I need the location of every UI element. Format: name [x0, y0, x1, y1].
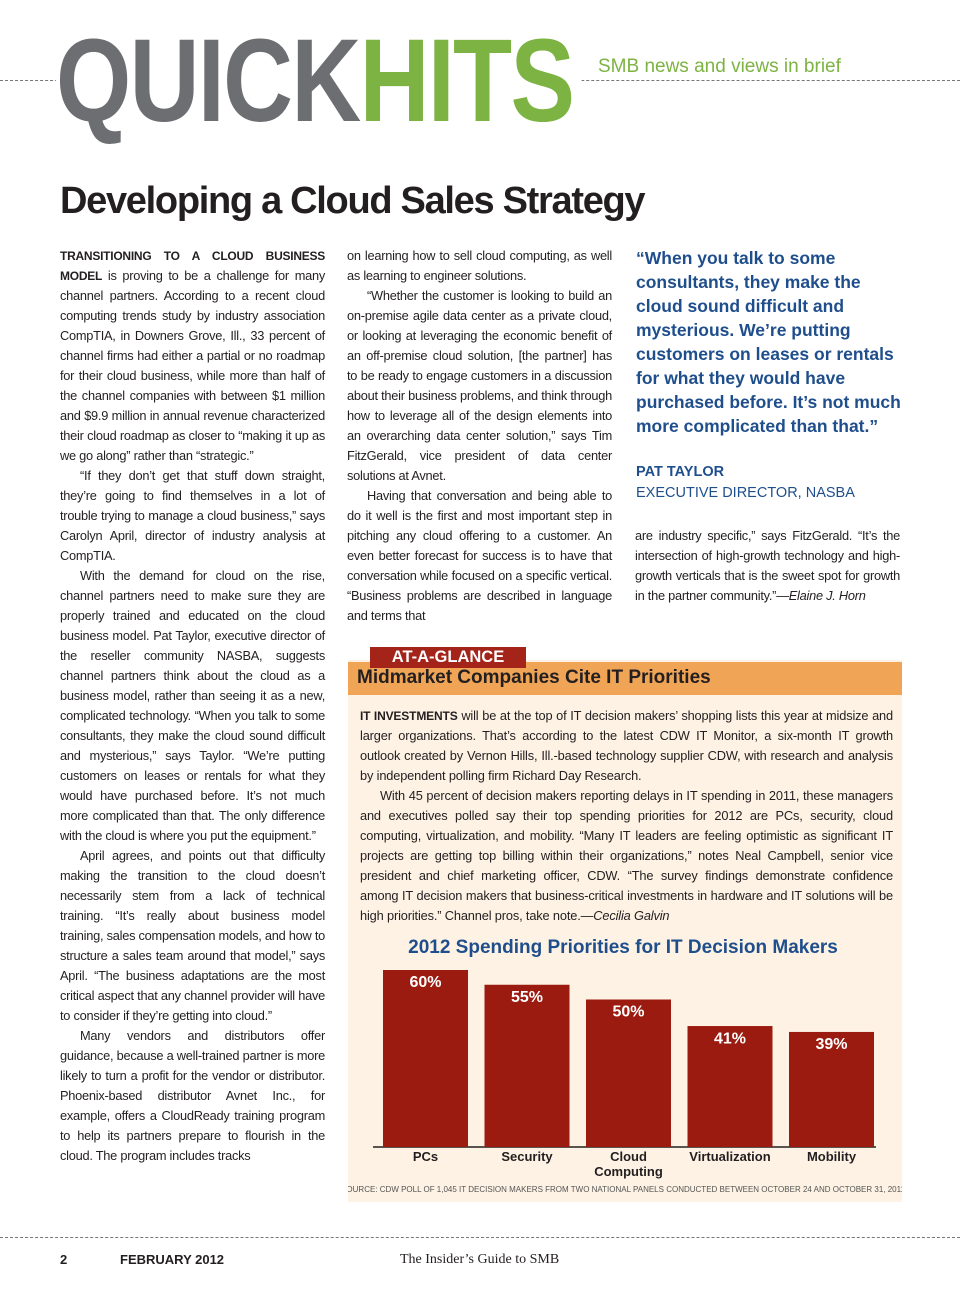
- paragraph: April agrees, and points out that diffic…: [60, 848, 325, 1023]
- chart: 2012 Spending Priorities for IT Decision…: [348, 937, 902, 1194]
- x-tick-label: Security: [501, 1149, 553, 1164]
- x-tick-label: PCs: [412, 1149, 439, 1164]
- x-tick-label: Virtualization: [689, 1149, 771, 1164]
- value-label: 55%: [511, 989, 543, 1006]
- lead: TRANSITIONING TO A CLOUD BUSINESS MODEL: [60, 249, 325, 283]
- paragraph: TRANSITIONING TO A CLOUD BUSINESS MODEL …: [60, 246, 325, 466]
- value-label: 39%: [815, 1036, 847, 1053]
- sidebar-tab: AT-A-GLANCE: [370, 647, 526, 668]
- text: will be at the top of IT decision makers…: [360, 708, 893, 783]
- bar: [383, 970, 468, 1147]
- tagline: SMB news and views in brief: [590, 56, 849, 78]
- column: TRANSITIONING TO A CLOUD BUSINESS MODEL …: [60, 246, 325, 1166]
- sidebar-text: IT INVESTMENTS will be at the top of IT …: [360, 706, 893, 926]
- byline: —Elaine J. Horn: [776, 588, 866, 603]
- paragraph: With 45 percent of decision makers repor…: [360, 786, 893, 926]
- page-number: 2: [60, 1252, 68, 1267]
- bar: [586, 999, 671, 1147]
- text: are industry specific,” says FitzGerald.…: [635, 528, 900, 603]
- x-tick-label: Cloud Computing: [594, 1149, 663, 1179]
- chart-source: SOURCE: CDW POLL OF 1,045 IT DECISION MA…: [348, 1185, 902, 1194]
- paragraph: Having that conversation and being able …: [347, 488, 612, 623]
- bar: [789, 1031, 874, 1147]
- chart-area: 2012 Spending Priorities for IT Decision…: [348, 930, 902, 1202]
- brand-part: HITS: [359, 15, 575, 147]
- sidebar-title: Midmarket Companies Cite IT Priorities: [357, 667, 711, 688]
- value-label: 50%: [612, 1004, 644, 1021]
- value-label: 60%: [409, 974, 441, 991]
- pull-quote: “When you talk to some consultants, they…: [636, 248, 901, 436]
- bar: [687, 1026, 773, 1147]
- x-tick-label: Mobility: [806, 1149, 857, 1164]
- quote-role: EXECUTIVE DIRECTOR, NASBA: [636, 485, 855, 501]
- paragraph: Many vendors and distributors offer guid…: [60, 1028, 325, 1163]
- column: are industry specific,” says FitzGerald.…: [635, 526, 900, 606]
- issue-date: FEBRUARY 2012: [120, 1252, 225, 1267]
- rule: [0, 1237, 960, 1238]
- brand: QUICKHITS: [56, 22, 582, 140]
- paragraph: With the demand for cloud on the rise, c…: [60, 568, 325, 843]
- paragraph: on learning how to sell cloud computing,…: [347, 248, 612, 283]
- quote-name: PAT TAYLOR: [636, 464, 725, 480]
- paragraph: are industry specific,” says FitzGerald.…: [635, 526, 900, 606]
- publication: The Insider’s Guide to SMB: [400, 1252, 560, 1267]
- byline: —Cecilia Galvin: [580, 908, 670, 923]
- column: on learning how to sell cloud computing,…: [347, 246, 612, 626]
- text: With 45 percent of decision makers repor…: [360, 788, 893, 923]
- paragraph: “If they don’t get that stuff down strai…: [60, 468, 325, 563]
- bar: [484, 984, 570, 1147]
- paragraph: “Whether the customer is looking to buil…: [347, 288, 612, 483]
- chart-title: 2012 Spending Priorities for IT Decision…: [408, 937, 838, 958]
- brand-part: QUICK: [56, 15, 361, 147]
- text: is proving to be a challenge for many ch…: [60, 268, 325, 463]
- value-label: 41%: [714, 1030, 746, 1047]
- paragraph: IT INVESTMENTS will be at the top of IT …: [360, 706, 893, 786]
- lead: IT INVESTMENTS: [360, 709, 458, 723]
- headline: Developing a Cloud Sales Strategy: [60, 180, 646, 222]
